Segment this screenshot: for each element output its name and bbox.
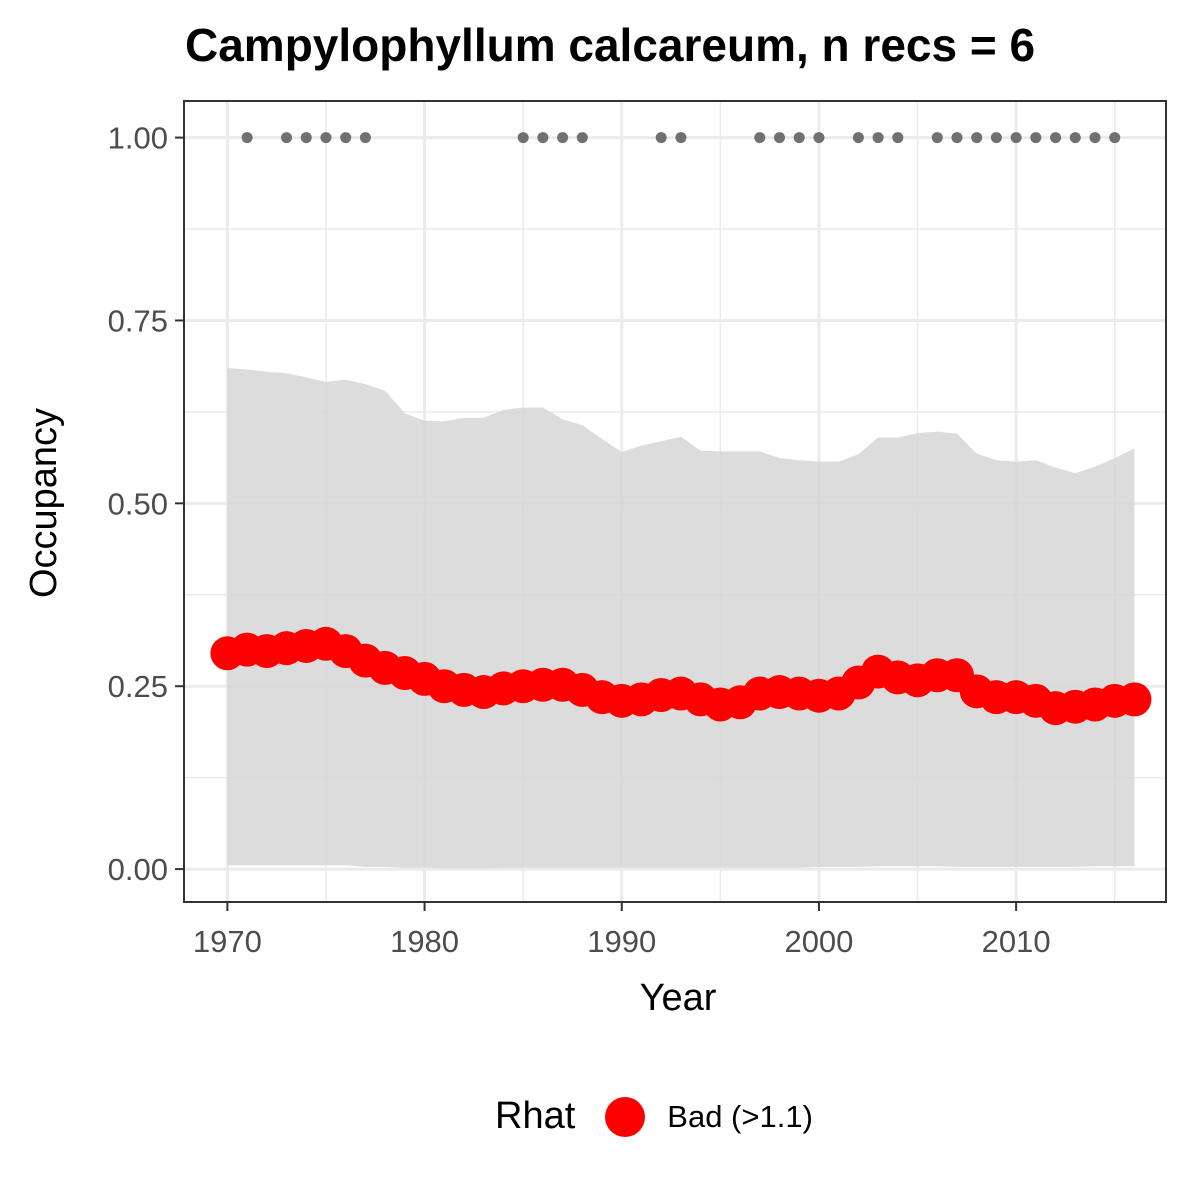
record-point xyxy=(359,132,371,144)
record-point xyxy=(576,132,588,144)
record-point xyxy=(241,132,253,144)
record-point xyxy=(1050,132,1062,144)
record-point xyxy=(1010,132,1022,144)
record-point xyxy=(852,132,864,144)
x-tick-label: 2000 xyxy=(784,924,853,959)
record-point xyxy=(990,132,1002,144)
record-point xyxy=(872,132,884,144)
chart-title: Campylophyllum calcareum, n recs = 6 xyxy=(185,19,1036,71)
record-point xyxy=(675,132,687,144)
axes: 1970 1980 1990 2000 2010 0.00 0.25 0.50 0.75 1.00 xyxy=(108,121,1051,959)
record-point xyxy=(951,132,963,144)
legend: Rhat Bad (>1.1) xyxy=(495,1095,813,1138)
y-tick-label: 1.00 xyxy=(108,121,168,156)
mean-point xyxy=(1117,682,1152,717)
record-point xyxy=(813,132,825,144)
record-point xyxy=(1089,132,1101,144)
y-tick-label: 0.75 xyxy=(108,303,168,338)
record-point xyxy=(1109,132,1121,144)
panel-border xyxy=(183,100,1167,903)
record-point xyxy=(517,132,529,144)
record-point xyxy=(281,132,293,144)
x-tick-label: 1980 xyxy=(390,924,459,959)
y-tick-label: 0.50 xyxy=(108,486,168,521)
x-tick-label: 2010 xyxy=(982,924,1051,959)
record-point xyxy=(1030,132,1042,144)
record-point xyxy=(340,132,352,144)
x-tick-label: 1970 xyxy=(193,924,262,959)
record-point xyxy=(557,132,569,144)
record-point xyxy=(754,132,766,144)
y-tick-label: 0.00 xyxy=(108,852,168,887)
record-point xyxy=(971,132,983,144)
y-tick-label: 0.25 xyxy=(108,669,168,704)
legend-key-bad xyxy=(605,1096,646,1137)
record-point xyxy=(774,132,786,144)
record-point xyxy=(300,132,312,144)
record-point xyxy=(931,132,943,144)
record-point xyxy=(655,132,667,144)
record-point xyxy=(892,132,904,144)
record-point xyxy=(320,132,332,144)
record-point xyxy=(1069,132,1081,144)
x-tick-label: 1990 xyxy=(587,924,656,959)
credible-interval-ribbon xyxy=(227,368,1135,869)
legend-label-bad: Bad (>1.1) xyxy=(667,1098,813,1134)
y-axis-title: Occupancy xyxy=(23,408,65,598)
record-points xyxy=(241,132,1121,144)
record-point xyxy=(793,132,805,144)
record-point xyxy=(537,132,549,144)
x-axis-title: Year xyxy=(640,977,717,1019)
credible-interval xyxy=(227,368,1135,869)
mean-occupancy-series xyxy=(210,626,1152,726)
legend-title: Rhat xyxy=(495,1095,576,1137)
